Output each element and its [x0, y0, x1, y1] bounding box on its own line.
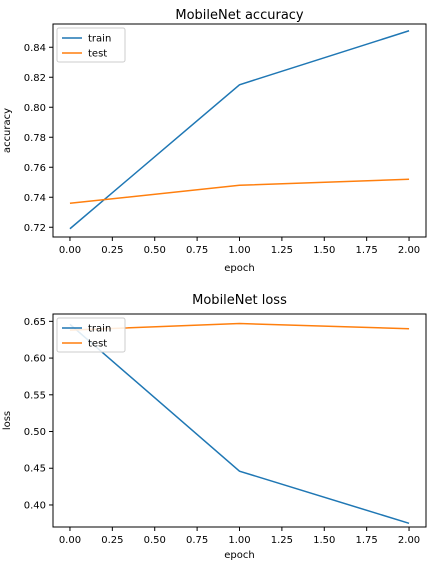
- y-tick-label: 0.45: [24, 464, 46, 475]
- x-tick-label: 0.50: [144, 535, 166, 546]
- legend: train test: [56, 27, 126, 63]
- legend-label-train: train: [88, 324, 111, 335]
- x-tick-label: 1.50: [313, 245, 335, 256]
- x-tick-label: 0.50: [144, 245, 166, 256]
- y-axis-label: loss: [2, 411, 13, 430]
- chart-title: MobileNet accuracy: [175, 8, 304, 23]
- y-tick-label: 0.84: [24, 43, 46, 54]
- y-tick-label: 0.55: [24, 390, 46, 401]
- x-tick-label: 2.00: [398, 245, 420, 256]
- y-tick-label: 0.72: [24, 223, 46, 234]
- x-tick-label: 0.25: [101, 245, 123, 256]
- x-tick-label: 1.25: [271, 245, 293, 256]
- accuracy-chart: MobileNet accuracy 0.00 0.25 0.50 0.75 1.00 1.…: [2, 8, 427, 274]
- y-tick-label: 0.78: [24, 133, 46, 144]
- x-tick-label: 0.00: [59, 245, 81, 256]
- x-tick-label: 1.75: [356, 245, 378, 256]
- x-tick-label: 1.00: [228, 245, 250, 256]
- x-tick-label: 1.75: [356, 535, 378, 546]
- series-line-train: [69, 323, 410, 525]
- y-tick-label: 0.82: [24, 73, 46, 84]
- y-tick-label: 0.60: [24, 354, 46, 365]
- x-tick-label: 1.50: [313, 535, 335, 546]
- x-tick-label: 0.75: [186, 535, 208, 546]
- x-tick-label: 1.00: [228, 535, 250, 546]
- legend-label-test: test: [88, 49, 107, 60]
- legend-label-test: test: [88, 339, 107, 350]
- loss-chart: MobileNet loss 0.00 0.25 0.50 0.75 1.00 1.25 1.…: [2, 293, 427, 561]
- y-tick-label: 0.76: [24, 163, 46, 174]
- y-tick-label: 0.74: [24, 193, 46, 204]
- x-tick-label: 2.00: [398, 535, 420, 546]
- legend-label-train: train: [88, 34, 111, 45]
- x-tick-label: 0.00: [59, 535, 81, 546]
- x-tick-label: 1.25: [271, 535, 293, 546]
- y-tick-label: 0.50: [24, 427, 46, 438]
- y-axis-label: accuracy: [2, 108, 13, 153]
- y-tick-label: 0.40: [24, 500, 46, 511]
- y-tick-label: 0.80: [24, 103, 46, 114]
- x-tick-label: 0.75: [186, 245, 208, 256]
- x-axis-label: epoch: [224, 263, 254, 274]
- chart-title: MobileNet loss: [192, 293, 287, 308]
- legend: train test: [56, 317, 126, 353]
- series-line-test: [69, 178, 410, 204]
- x-tick-label: 0.25: [101, 535, 123, 546]
- x-axis-label: epoch: [224, 550, 254, 561]
- y-tick-label: 0.65: [24, 317, 46, 328]
